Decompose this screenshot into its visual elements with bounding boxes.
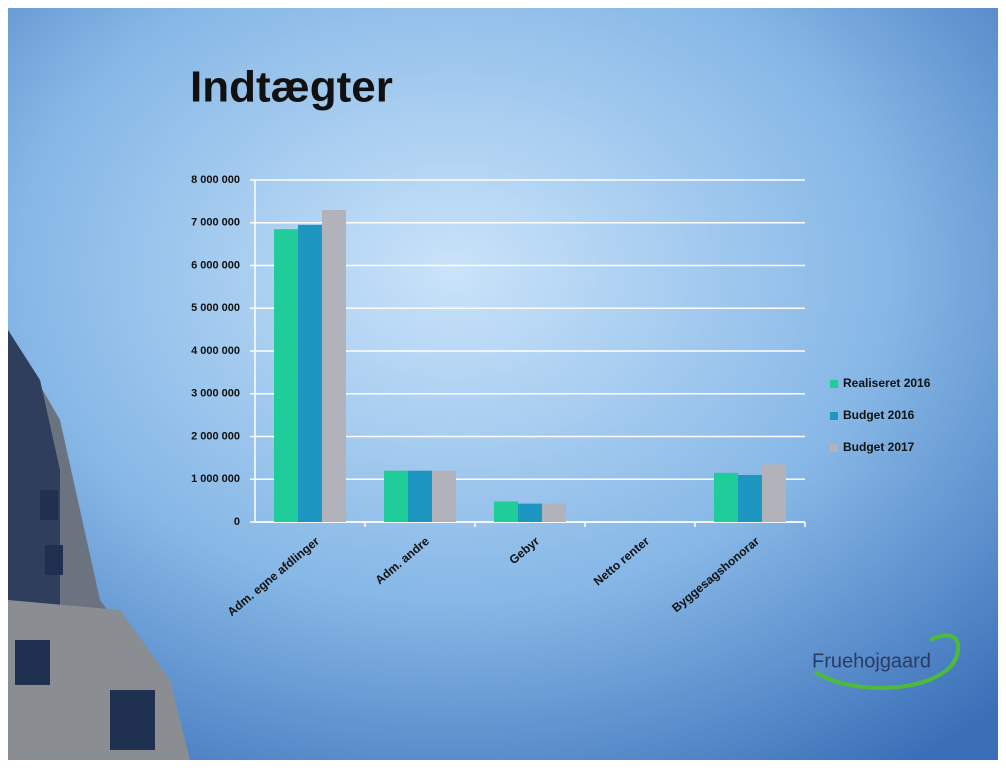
bar (494, 501, 518, 522)
chart-title: Indtægter (190, 63, 393, 112)
logo: Fruehojgaard (812, 650, 931, 672)
legend-swatch (830, 412, 838, 420)
y-tick-label: 2 000 000 (191, 430, 240, 442)
building (8, 330, 190, 760)
y-tick-label: 3 000 000 (191, 388, 240, 400)
legend-label: Budget 2017 (843, 440, 915, 454)
y-tick-label: 0 (234, 516, 240, 528)
y-tick-label: 7 000 000 (191, 217, 240, 229)
bar (714, 472, 738, 522)
y-tick-label: 6 000 000 (191, 259, 240, 271)
legend-label: Budget 2016 (843, 408, 915, 422)
logo-swoosh (813, 633, 961, 690)
bar (408, 470, 432, 522)
bar (762, 464, 786, 522)
legend-swatch (830, 380, 838, 388)
bar (274, 229, 298, 522)
y-tick-label: 4 000 000 (191, 345, 240, 357)
bar (298, 224, 322, 522)
bar (384, 470, 408, 522)
y-tick-label: 8 000 000 (191, 174, 240, 186)
bar (322, 209, 346, 523)
bar (518, 503, 542, 522)
bar (738, 474, 762, 522)
legend-swatch (830, 444, 838, 452)
bar (542, 503, 566, 522)
bar (432, 470, 456, 522)
legend-label: Realiseret 2016 (843, 376, 931, 390)
y-tick-label: 5 000 000 (191, 302, 240, 314)
y-tick-label: 1 000 000 (191, 473, 240, 485)
